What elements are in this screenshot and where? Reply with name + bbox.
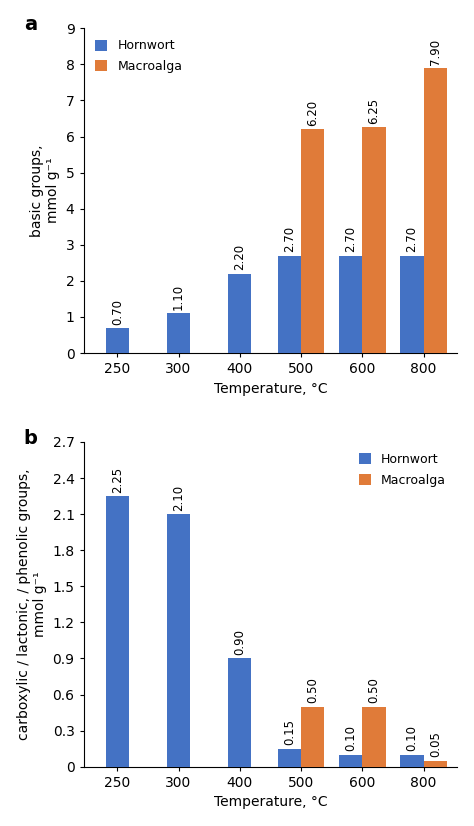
Bar	[401, 755, 424, 767]
Bar	[228, 273, 252, 353]
Text: 0.70: 0.70	[111, 298, 124, 325]
Bar	[278, 255, 301, 353]
Text: 0.50: 0.50	[306, 677, 319, 704]
Text: 2.20: 2.20	[233, 244, 246, 270]
Text: 0.10: 0.10	[344, 725, 357, 752]
Text: 6.25: 6.25	[367, 98, 381, 124]
Bar	[301, 130, 324, 353]
Text: 6.20: 6.20	[306, 100, 319, 126]
Y-axis label: basic groups,
mmol g⁻¹: basic groups, mmol g⁻¹	[30, 145, 60, 237]
Text: 2.70: 2.70	[344, 226, 357, 253]
Text: 7.90: 7.90	[429, 39, 442, 64]
Text: 0.15: 0.15	[283, 719, 296, 745]
X-axis label: Temperature, °C: Temperature, °C	[214, 795, 327, 809]
Text: b: b	[24, 429, 37, 448]
Bar	[301, 706, 324, 767]
Bar	[401, 255, 424, 353]
X-axis label: Temperature, °C: Temperature, °C	[214, 382, 327, 396]
Text: 2.70: 2.70	[283, 226, 296, 253]
Legend: Hornwort, Macroalga: Hornwort, Macroalga	[354, 449, 451, 491]
Text: 2.25: 2.25	[111, 467, 124, 493]
Bar	[424, 68, 447, 353]
Bar	[362, 127, 386, 353]
Bar	[339, 255, 362, 353]
Bar	[339, 755, 362, 767]
Bar	[106, 328, 129, 353]
Text: 0.50: 0.50	[367, 677, 381, 704]
Bar	[167, 514, 190, 767]
Text: 2.70: 2.70	[405, 226, 419, 253]
Text: 0.90: 0.90	[233, 629, 246, 655]
Bar	[228, 658, 252, 767]
Bar	[362, 706, 386, 767]
Bar	[424, 761, 447, 767]
Text: 0.05: 0.05	[429, 732, 442, 757]
Y-axis label: carboxylic / lactonic, / phenolic groups,
mmol g⁻¹: carboxylic / lactonic, / phenolic groups…	[17, 468, 47, 740]
Text: 0.10: 0.10	[405, 725, 419, 752]
Bar	[106, 496, 129, 767]
Bar	[167, 313, 190, 353]
Text: 1.10: 1.10	[172, 284, 185, 310]
Text: 2.10: 2.10	[172, 485, 185, 510]
Legend: Hornwort, Macroalga: Hornwort, Macroalga	[90, 35, 187, 78]
Bar	[278, 748, 301, 767]
Text: a: a	[24, 15, 37, 34]
